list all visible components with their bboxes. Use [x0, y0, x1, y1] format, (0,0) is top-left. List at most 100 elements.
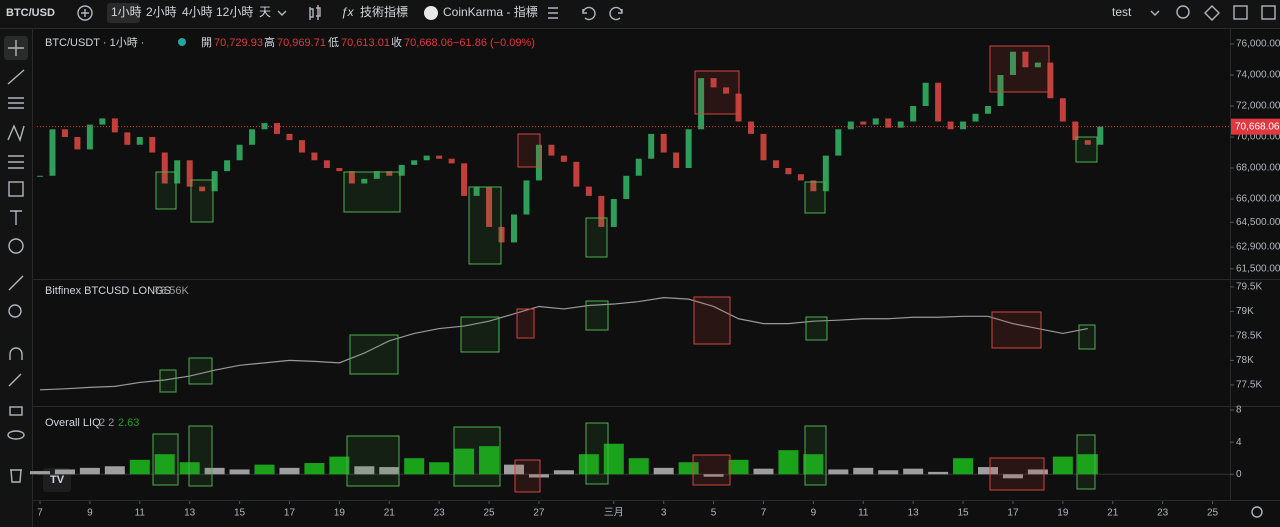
interval[interactable]: 2小時: [146, 5, 177, 19]
bar: [603, 443, 624, 475]
x-tick-label: 5: [711, 508, 717, 519]
trend-tool[interactable]: [7, 69, 25, 85]
candle: [124, 132, 131, 145]
layouts[interactable]: [548, 7, 558, 19]
magnet-tool[interactable]: [9, 347, 23, 360]
annotation-box: [585, 300, 609, 331]
bar: [29, 471, 50, 475]
candle: [411, 160, 418, 165]
annotation-box: [805, 316, 828, 341]
candle: [610, 199, 617, 227]
candle: [249, 129, 256, 145]
interval[interactable]: 天: [259, 5, 271, 19]
candle: [635, 158, 642, 176]
candle: [723, 87, 730, 94]
ohlc-value: 70,729.93: [214, 37, 263, 49]
snapshot[interactable]: [1261, 5, 1276, 20]
candle: [997, 74, 1004, 107]
ohlc-label: 收: [391, 35, 402, 49]
measure-tool[interactable]: [8, 275, 24, 291]
shape-tool[interactable]: [8, 181, 24, 197]
bar: [1027, 469, 1048, 475]
candle: [361, 178, 368, 184]
candle: [623, 175, 630, 200]
axis-settings[interactable]: [1251, 506, 1263, 518]
interval[interactable]: 4小時: [182, 5, 213, 19]
candle: [985, 106, 992, 114]
candle: [386, 171, 393, 176]
ohlc-label: 開: [201, 36, 212, 49]
ohlc-value: 70,668.06: [404, 37, 453, 49]
fullscreen[interactable]: [1233, 5, 1248, 20]
projection-tool[interactable]: [8, 155, 24, 169]
text-tool[interactable]: [10, 210, 22, 225]
layout-name[interactable]: test: [1112, 5, 1132, 19]
ohlc-value: 70,969.71: [277, 37, 326, 49]
candle: [748, 121, 755, 134]
script[interactable]: CoinKarma - 指標: [443, 4, 538, 19]
draw-mode-tool[interactable]: [8, 373, 22, 387]
bar: [504, 464, 525, 475]
fib-tool[interactable]: [8, 97, 24, 109]
bar: [279, 467, 300, 475]
candle: [910, 106, 917, 122]
pattern-tool[interactable]: [7, 124, 25, 143]
candle: [61, 129, 68, 138]
bar: [753, 468, 774, 475]
x-tick-label: 19: [1057, 508, 1069, 519]
y-tick-label: 78K: [1236, 355, 1254, 366]
icon-tool[interactable]: [8, 238, 24, 254]
candle: [1084, 140, 1091, 145]
zoom-tool[interactable]: [8, 304, 22, 318]
interval[interactable]: 1小時: [111, 5, 142, 19]
layout-menu[interactable]: [1150, 10, 1160, 16]
pane-value: 78.56K: [154, 285, 190, 297]
bar: [179, 462, 200, 475]
x-tick-label: 21: [384, 508, 396, 519]
annotation-box: [989, 457, 1045, 491]
line-series: [39, 297, 1088, 391]
visibility-tool[interactable]: [7, 430, 25, 440]
lock-tool[interactable]: [9, 406, 23, 416]
redo[interactable]: [609, 6, 623, 21]
y-tick-label: 66,000.00: [1236, 194, 1280, 205]
crosshair-tool[interactable]: [8, 40, 24, 56]
candle: [1097, 126, 1104, 145]
indicators[interactable]: 技術指標: [360, 4, 408, 19]
chart-type[interactable]: [309, 5, 321, 20]
bar: [953, 458, 974, 475]
bar: [129, 459, 150, 475]
candle: [698, 78, 705, 130]
bar: [429, 462, 450, 475]
candle: [49, 129, 56, 176]
interval[interactable]: 12小時: [216, 5, 253, 19]
bar: [528, 474, 549, 478]
annotation-box: [585, 217, 608, 258]
pane-value: 2.63: [118, 417, 139, 429]
bar: [254, 464, 275, 475]
interval-menu[interactable]: [277, 10, 287, 16]
candle: [760, 133, 767, 161]
settings[interactable]: [1204, 5, 1220, 21]
x-tick-label: 23: [1157, 508, 1169, 519]
search[interactable]: [1176, 5, 1190, 19]
y-tick-label: 76,000.00: [1236, 39, 1280, 50]
candle: [785, 168, 792, 175]
y-tick-label: 78.5K: [1236, 331, 1262, 342]
y-tick-label: 8: [1236, 405, 1242, 416]
annotation-box: [349, 334, 399, 375]
annotation-box: [514, 459, 541, 493]
chart-title: BTC/USDT · 1小時 ·: [45, 36, 144, 49]
delete-tool[interactable]: [10, 469, 22, 483]
add-symbol[interactable]: [77, 5, 93, 21]
ohlc-label: 高: [264, 35, 275, 49]
x-tick-label: 19: [334, 508, 346, 519]
script-icon: [424, 6, 438, 20]
bar: [1052, 456, 1073, 475]
annotation-box: [343, 171, 401, 213]
undo[interactable]: [582, 6, 596, 21]
annotation-box: [152, 433, 179, 486]
pane-params: 2 2: [99, 417, 114, 429]
symbol[interactable]: BTC/USD: [6, 7, 55, 19]
